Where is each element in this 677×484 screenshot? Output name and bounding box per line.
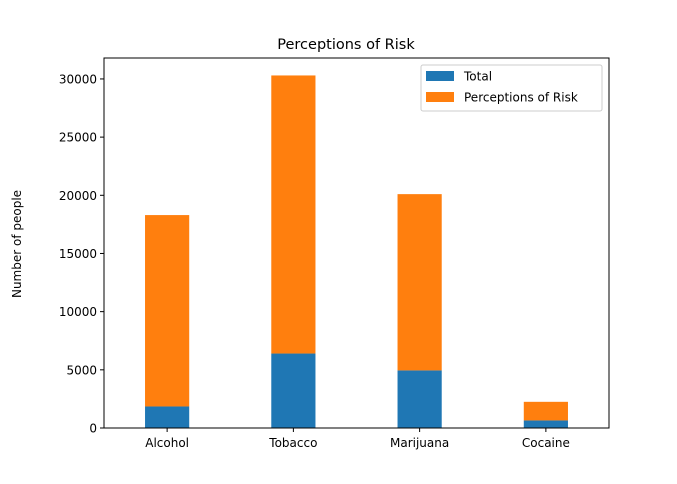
y-axis-label: Number of people [10, 190, 24, 298]
bar-tobacco-total [271, 353, 316, 428]
y-tick-label: 10000 [59, 305, 97, 319]
bar-cocaine-total [523, 420, 568, 428]
bar-marijuana-total [397, 370, 442, 428]
y-tick-label: 20000 [59, 189, 97, 203]
bar-tobacco-perceptions-of-risk [271, 75, 316, 354]
bar-alcohol-total [145, 406, 190, 428]
x-tick-label-cocaine: Cocaine [522, 436, 570, 450]
legend-swatch-total [426, 71, 454, 81]
x-tick-label-marijuana: Marijuana [390, 436, 449, 450]
x-tick-label-tobacco: Tobacco [268, 436, 317, 450]
legend-swatch-perceptions-of-risk [426, 92, 454, 102]
legend-box [420, 64, 603, 112]
y-tick-label: 0 [89, 422, 97, 436]
chart-title: Perceptions of Risk [277, 37, 415, 53]
axes-layer: 0 5000 10000 15000 20000 25000 30000 Alcohol Tob… [59, 57, 610, 450]
plot-frame [103, 57, 610, 429]
chart-legend: Total Perceptions of Risk [420, 64, 603, 112]
x-tick-label-alcohol: Alcohol [145, 436, 189, 450]
y-tick-label: 25000 [59, 131, 97, 145]
bar-alcohol-perceptions-of-risk [145, 215, 190, 407]
y-tick-label: 15000 [59, 247, 97, 261]
bars-layer [145, 75, 568, 428]
legend-label-total: Total [463, 70, 492, 84]
bar-marijuana-perceptions-of-risk [397, 194, 442, 371]
bar-cocaine-perceptions-of-risk [523, 401, 568, 421]
y-tick-label: 5000 [66, 363, 97, 377]
y-tick-label: 30000 [59, 72, 97, 86]
legend-label-perceptions-of-risk: Perceptions of Risk [464, 91, 578, 105]
